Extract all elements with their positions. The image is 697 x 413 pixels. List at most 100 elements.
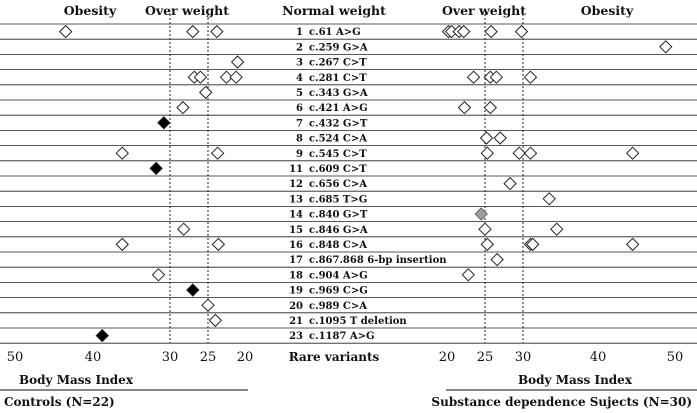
chart-footer: Body Mass Index Controls (N=22) Rare var… — [0, 350, 697, 409]
case-bmi-marker — [493, 131, 507, 145]
case-bmi-marker — [478, 222, 492, 236]
left-axis-tick: 40 — [85, 350, 102, 365]
chart-headers: Obesity Over weight Normal weight Over w… — [64, 3, 634, 18]
control-bmi-marker — [186, 283, 200, 297]
variant-label: c.1095 T deletion — [309, 316, 407, 327]
row-gridlines — [0, 23, 697, 344]
variant-label: c.1187 A>G — [309, 331, 375, 342]
variant-number: 15 — [289, 225, 303, 236]
control-bmi-marker — [230, 55, 245, 69]
left-axis-tick: 25 — [200, 350, 217, 365]
case-bmi-marker — [512, 146, 526, 160]
control-bmi-marker — [58, 24, 73, 39]
variant-label: c.867.868 6-bp insertion — [309, 255, 447, 266]
right-axis-title: Body Mass Index — [518, 373, 633, 387]
case-bmi-marker — [526, 237, 540, 252]
case-bmi-marker — [474, 207, 488, 221]
control-bmi-marker — [115, 237, 129, 252]
control-bmi-marker — [95, 328, 109, 343]
center-axis-title: Rare variants — [289, 350, 380, 364]
variant-label: c.259 G>A — [309, 42, 368, 53]
variant-label: c.848 C>A — [309, 240, 367, 251]
variant-label: c.343 G>A — [309, 88, 368, 99]
right-group-label: Substance dependence Sujects (N=30) — [431, 395, 692, 409]
variant-number: 14 — [289, 210, 303, 221]
case-bmi-marker — [480, 146, 494, 160]
left-axis-title: Body Mass Index — [19, 373, 134, 387]
variant-label: c.524 C>A — [309, 134, 367, 145]
left-group-label: Controls (N=22) — [4, 395, 115, 409]
variant-number: 17 — [289, 255, 303, 266]
case-bmi-marker — [523, 146, 538, 160]
control-bmi-marker — [176, 222, 191, 236]
right-overweight-header: Over weight — [442, 3, 526, 18]
left-obesity-header: Obesity — [64, 3, 117, 18]
right-obesity-header: Obesity — [581, 3, 634, 18]
control-bmi-marker — [176, 100, 190, 115]
case-bmi-marker — [659, 40, 673, 54]
control-bmi-marker — [210, 24, 224, 39]
variant-number: 2 — [296, 42, 303, 53]
case-bmi-marker — [483, 100, 498, 115]
left-overweight-header: Over weight — [145, 3, 229, 18]
case-bmi-marker — [503, 176, 517, 191]
control-bmi-marker — [193, 70, 208, 84]
control-bmi-marker — [219, 70, 234, 84]
variant-number: 9 — [296, 149, 303, 160]
variant-number: 7 — [296, 118, 303, 129]
right-axis-tick: 50 — [667, 350, 684, 365]
case-bmi-marker — [625, 237, 640, 252]
variant-label: c.267 C>T — [309, 58, 367, 69]
variant-number: 20 — [289, 301, 303, 312]
variant-label: c.545 C>T — [309, 149, 367, 160]
case-bmi-marker — [457, 24, 471, 39]
variant-label: c.840 G>T — [309, 210, 368, 221]
control-bmi-marker — [157, 116, 171, 130]
case-bmi-marker — [550, 222, 564, 236]
case-bmi-marker — [542, 192, 556, 206]
variant-number: 3 — [296, 58, 303, 69]
variant-labels: 1 c.61 A>G 2 c.259 G>A 3 c.267 C>T 4 c.281 C>T 5… — [289, 27, 447, 342]
control-bmi-marker — [115, 146, 129, 160]
case-bmi-marker — [466, 70, 481, 84]
case-bmi-marker — [523, 70, 538, 84]
right-axis-tick: 30 — [515, 350, 532, 365]
axis-ticks: 50 40 30 25 20 20 25 30 40 50 — [7, 350, 684, 365]
case-bmi-marker — [514, 24, 529, 39]
variant-number: 5 — [296, 88, 303, 99]
variant-number: 18 — [289, 270, 303, 281]
control-bmi-marker — [151, 268, 166, 282]
case-bmi-marker — [480, 237, 494, 252]
control-bmi-marker — [201, 298, 215, 312]
variant-label: c.281 C>T — [309, 73, 367, 84]
control-bmi-marker — [208, 313, 223, 328]
data-points — [58, 24, 673, 343]
variant-number: 1 — [296, 27, 303, 38]
variant-number: 11 — [289, 164, 303, 175]
variant-label: c.685 T>G — [309, 194, 367, 205]
variant-label: c.989 C>A — [309, 301, 367, 312]
center-normal-weight-header: Normal weight — [282, 3, 386, 18]
control-bmi-marker — [199, 85, 213, 100]
variant-label: c.904 A>G — [309, 270, 368, 281]
left-axis-tick: 30 — [162, 350, 179, 365]
case-bmi-marker — [625, 146, 640, 160]
control-bmi-marker — [149, 161, 163, 176]
case-bmi-marker — [479, 131, 494, 145]
control-bmi-marker — [229, 70, 243, 84]
case-bmi-marker — [461, 268, 475, 282]
bmi-threshold-lines — [169, 14, 524, 344]
case-bmi-marker — [489, 70, 504, 84]
case-bmi-marker — [457, 100, 472, 115]
right-axis-tick: 40 — [590, 350, 607, 365]
variant-label: c.969 C>G — [309, 286, 368, 297]
variant-number: 12 — [289, 179, 303, 190]
variant-number: 13 — [289, 194, 303, 205]
variant-label: c.609 C>T — [309, 164, 367, 175]
case-bmi-marker — [490, 252, 504, 267]
variant-label: c.846 G>A — [309, 225, 368, 236]
variant-number: 23 — [289, 331, 303, 342]
left-axis-tick: 20 — [237, 350, 254, 365]
right-axis-tick: 20 — [439, 350, 456, 365]
